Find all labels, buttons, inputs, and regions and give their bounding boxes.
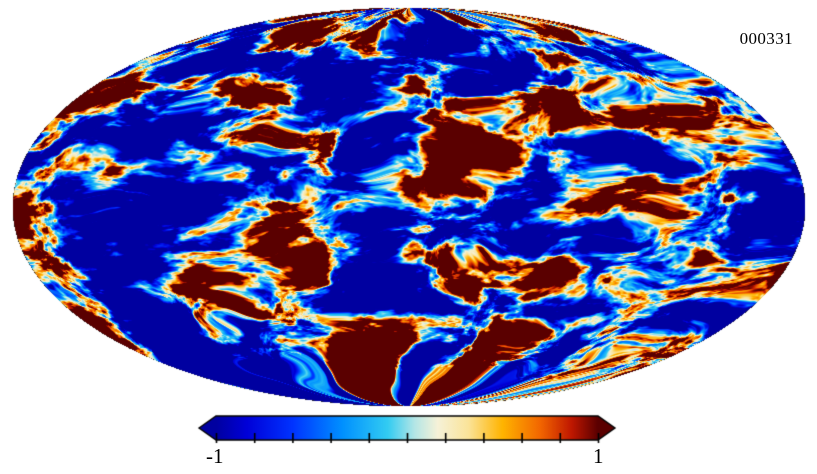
colorbar-min-label: -1 xyxy=(206,444,224,468)
colorbar-gradient xyxy=(196,414,620,450)
colorbar: -1 1 xyxy=(196,414,620,472)
frame-number-label: 000331 xyxy=(739,29,793,48)
sky-map-panel xyxy=(12,7,806,407)
colorbar-max-label: 1 xyxy=(593,444,604,468)
cmb-mollweide-map xyxy=(12,7,806,407)
